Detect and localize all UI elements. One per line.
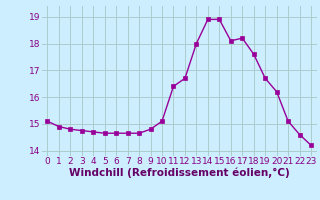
X-axis label: Windchill (Refroidissement éolien,°C): Windchill (Refroidissement éolien,°C)	[69, 168, 290, 178]
